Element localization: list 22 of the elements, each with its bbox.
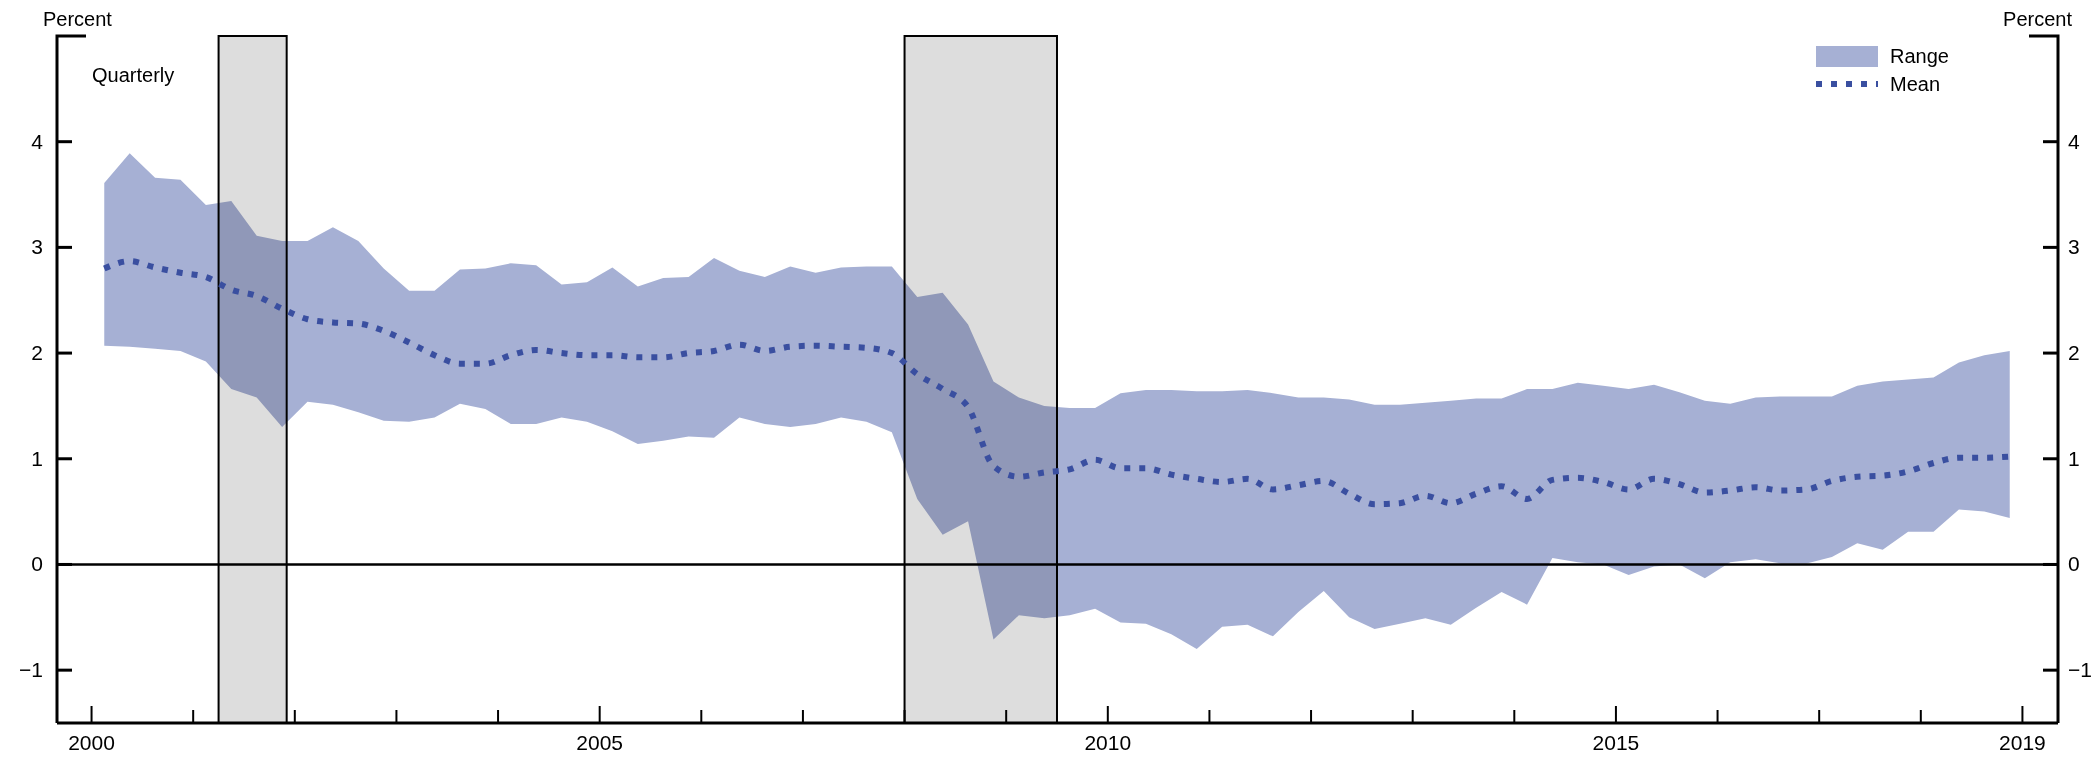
y2-tick-label: 3 [2068,235,2080,259]
y2-tick-label: 1 [2068,446,2080,470]
y2-tick-label: 0 [2068,552,2080,576]
y2-tick-label: −1 [2068,658,2092,682]
x-tick-label: 2019 [1999,731,2046,754]
y-tick-label: 1 [31,446,43,470]
y-tick-label: −1 [19,658,43,682]
y-axis-title: Percent [43,8,113,30]
y2-axis-title: Percent [2003,8,2073,30]
x-tick-label: 2000 [68,731,115,754]
y2-tick-label: 4 [2068,129,2080,153]
y-tick-label: 0 [31,552,43,576]
annotation: Range [1890,45,1949,67]
y-tick-label: 4 [31,129,44,153]
x-tick-label: 2015 [1592,731,1640,754]
y2-tick-label: 2 [2068,341,2080,365]
y-tick-label: 3 [31,235,43,259]
y-tick-label: 2 [31,341,43,365]
x-tick-label: 2005 [576,731,624,754]
annotation: Quarterly [92,64,175,86]
legend-label: Mean [1890,73,1941,95]
x-tick-label: 2010 [1084,731,1132,754]
